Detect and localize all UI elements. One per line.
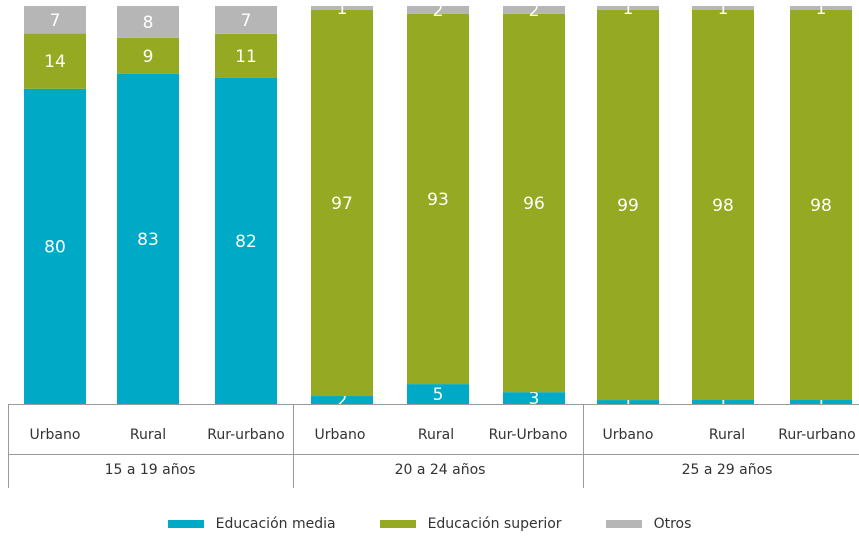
group-label-3: 25 a 29 años	[682, 462, 773, 478]
bar-segment-superior-7	[597, 9, 659, 401]
data-label-otros-9: 1	[816, 0, 827, 19]
group-label-1: 15 a 19 años	[105, 462, 196, 478]
bar-segment-superior-2	[117, 37, 179, 74]
legend-label-otros: Otros	[653, 516, 692, 532]
category-label-6: Rur-Urbano	[489, 427, 568, 443]
data-label-superior-7: 99	[617, 196, 639, 216]
legend-swatch-otros	[605, 520, 642, 528]
bar-segment-superior-8	[692, 9, 754, 401]
group-label-2: 20 a 24 años	[395, 462, 486, 478]
bar-segment-otros-2	[117, 6, 179, 38]
bar-segment-otros-1	[24, 6, 86, 34]
bar-segment-media-4	[311, 396, 373, 404]
data-label-otros-8: 1	[718, 0, 729, 19]
category-label-3: Rur-urbano	[207, 427, 284, 443]
category-label-9: Rur-urbano	[778, 427, 855, 443]
bar-segment-otros-7	[597, 6, 659, 10]
legend-label-superior: Educación superior	[427, 516, 562, 532]
legend-item-otros: Otros	[605, 513, 692, 535]
data-label-superior-1: 14	[44, 52, 66, 72]
legend-item-media: Educación media	[167, 513, 336, 535]
bar-segment-media-9	[790, 400, 852, 404]
category-label-2: Rural	[130, 427, 166, 443]
data-label-superior-8: 98	[712, 196, 734, 216]
bar-segment-superior-1	[24, 33, 86, 89]
data-label-superior-9: 98	[810, 196, 832, 216]
category-label-1: Urbano	[30, 427, 81, 443]
bar-segment-media-6	[503, 392, 565, 404]
data-label-media-2: 83	[137, 230, 159, 250]
bar-segment-otros-9	[790, 6, 852, 10]
data-label-media-3: 82	[235, 232, 257, 252]
data-label-otros-1: 7	[50, 11, 61, 31]
bar-segment-superior-9	[790, 9, 852, 401]
legend-swatch-superior	[379, 520, 416, 528]
bar-segment-otros-5	[407, 6, 469, 14]
data-label-otros-3: 7	[241, 11, 252, 31]
data-label-superior-2: 9	[143, 47, 154, 67]
category-label-8: Rural	[709, 427, 745, 443]
bar-segment-media-5	[407, 384, 469, 404]
data-label-superior-6: 96	[523, 194, 545, 214]
data-label-media-9: 1	[816, 393, 827, 413]
data-label-media-5: 5	[433, 385, 444, 405]
bar-segment-otros-8	[692, 6, 754, 10]
bar-segment-media-1	[24, 88, 86, 404]
bar-segment-media-2	[117, 73, 179, 404]
data-label-otros-4: 1	[337, 0, 348, 19]
legend-swatch-media	[167, 520, 204, 528]
data-label-superior-4: 97	[331, 194, 353, 214]
data-label-media-1: 80	[44, 237, 66, 257]
bar-segment-otros-4	[311, 6, 373, 10]
legend-item-superior: Educación superior	[379, 513, 562, 535]
data-label-otros-6: 2	[529, 1, 540, 21]
bar-segment-superior-5	[407, 13, 469, 385]
data-label-media-6: 3	[529, 389, 540, 409]
legend-label-media: Educación media	[215, 516, 336, 532]
data-label-otros-7: 1	[623, 0, 634, 19]
bar-segment-superior-3	[215, 33, 277, 78]
bar-segment-otros-6	[503, 6, 565, 14]
data-label-otros-5: 2	[433, 1, 444, 21]
data-label-superior-3: 11	[235, 47, 257, 67]
bar-segment-superior-4	[311, 9, 373, 397]
data-label-media-4: 2	[337, 391, 348, 411]
data-label-otros-2: 8	[143, 13, 154, 33]
axis-layer: Urbano Rural Rur-urbano Urbano Rural Rur-Urba…	[8, 404, 859, 488]
bar-segment-media-3	[215, 77, 277, 404]
data-label-superior-5: 93	[427, 190, 449, 210]
data-label-media-7: 1	[623, 393, 634, 413]
bar-segment-superior-6	[503, 13, 565, 393]
bar-segment-media-8	[692, 400, 754, 404]
category-label-7: Urbano	[603, 427, 654, 443]
category-label-4: Urbano	[315, 427, 366, 443]
data-label-media-8: 1	[718, 393, 729, 413]
bar-segment-media-7	[597, 400, 659, 404]
legend: Educación media Educación superior Otros	[0, 513, 859, 535]
bar-segment-otros-3	[215, 6, 277, 34]
category-label-5: Rural	[418, 427, 454, 443]
